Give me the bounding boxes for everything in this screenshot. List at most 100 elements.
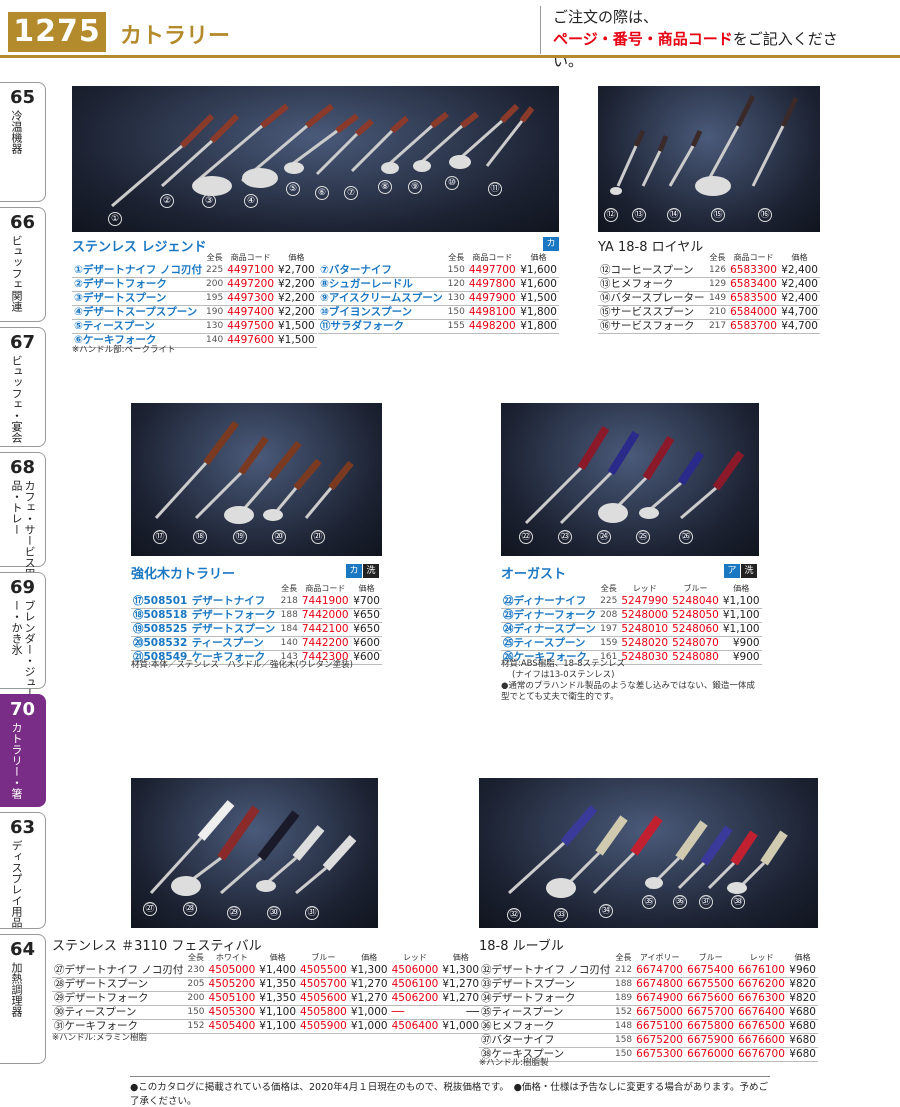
photo-item-number: ⑪ bbox=[488, 182, 502, 196]
item-price: ¥2,200 bbox=[278, 306, 315, 318]
kyoka-note: 材質:本体／ステンレス ハンドル／強化木(ウレタン塗装) bbox=[131, 660, 353, 670]
ruble-table: 全長 アイボリー ブルー レッド 価格 ㉜デザートナイフ ノコ刃付 212 6674700 6… bbox=[479, 953, 818, 1062]
item-price-blue: ¥1,300 bbox=[350, 964, 388, 976]
photo-item-number: ⑩ bbox=[445, 176, 459, 190]
item-model-number: ⑱508518 bbox=[133, 609, 188, 621]
item-price-white: ¥1,350 bbox=[259, 978, 297, 990]
item-code: 6583500 bbox=[730, 292, 777, 304]
item-name: ㉗デザートナイフ ノコ刃付 bbox=[54, 964, 184, 976]
table-row: ⑦バターナイフ 150 4497700 ¥1,600 bbox=[318, 264, 559, 278]
item-price: ¥650 bbox=[353, 623, 380, 635]
item-code: 7442200 bbox=[301, 637, 349, 649]
index-tab-label: 冷温機器 bbox=[10, 110, 23, 154]
item-price: ¥2,200 bbox=[278, 292, 315, 304]
item-code: 7441900 bbox=[301, 595, 349, 607]
item-code-blue: 6675500 bbox=[687, 978, 734, 990]
item-name: ⑧シュガーレードル bbox=[320, 278, 413, 290]
index-tab-label: ビュッフェ・宴会 bbox=[10, 355, 23, 443]
index-tab-label: ディスプレイ用品 bbox=[10, 840, 23, 928]
item-price-blue: ¥1,000 bbox=[350, 1006, 388, 1018]
august-note-3: ●通常のプラハンドル製品のような差し込みではない、鍛造一体成型でとても丈夫で衛生… bbox=[501, 681, 755, 702]
table-row: ㉘デザートスプーン 205 4505200 ¥1,350 4505700 ¥1,270 45… bbox=[52, 978, 482, 992]
item-code: 7442100 bbox=[301, 623, 349, 635]
table-row: ⑨アイスクリームスプーン 130 4497900 ¥1,500 bbox=[318, 292, 559, 306]
item-model-number: ⑰508501 bbox=[133, 595, 188, 607]
legend-note: ※ハンドル部:ベークライト bbox=[72, 345, 176, 355]
item-code: 4497900 bbox=[468, 292, 516, 304]
kyoka-badge-ka: カ bbox=[346, 564, 362, 578]
item-name: ㉔ディナースプーン bbox=[503, 623, 596, 635]
photo-item-number: ⑨ bbox=[408, 180, 422, 194]
index-tab-66: 66 ビュッフェ関連 bbox=[0, 207, 46, 322]
photo-item-number: ㊱ bbox=[673, 895, 687, 909]
item-name: ㉙デザートフォーク bbox=[54, 992, 149, 1004]
kyoka-badge-wash: 洗 bbox=[363, 564, 379, 578]
august-photo: ㉒ ㉓ ㉔ ㉕ ㉖ bbox=[501, 403, 759, 556]
table-row: ㉚ティースプーン 150 4505300 ¥1,100 4505800 ¥1,000 ── ─… bbox=[52, 1006, 482, 1020]
table-row: ㊱ヒメフォーク 148 6675100 6675800 6676500 ¥680 bbox=[479, 1020, 818, 1034]
august-note-2: (ナイフは13-0ステンレス) bbox=[512, 670, 615, 680]
item-code-red: 6676700 bbox=[738, 1048, 785, 1060]
photo-item-number: ⑭ bbox=[667, 208, 681, 222]
item-code-red: 5248030 bbox=[621, 651, 669, 663]
item-code-ivory: 6675300 bbox=[636, 1048, 683, 1060]
index-tab-number: 70 bbox=[10, 699, 36, 720]
kyoka-title: 強化木カトラリー bbox=[131, 567, 236, 582]
table-row: ①デザートナイフ ノコ刃付 225 4497100 ¥2,700 bbox=[72, 264, 317, 278]
table-row: ⑩ブイヨンスプーン 150 4498100 ¥1,800 bbox=[318, 306, 559, 320]
item-code-ivory: 6674900 bbox=[636, 992, 683, 1004]
item-code: 4497100 bbox=[227, 264, 274, 276]
table-row: ⑲508525 デザートスプーン 184 7442100 ¥650 bbox=[131, 623, 382, 637]
item-price: ¥1,100 bbox=[722, 595, 760, 607]
item-price: ¥1,500 bbox=[278, 334, 315, 346]
item-price: ¥4,700 bbox=[781, 306, 818, 318]
table-row: ⑤ティースプーン 130 4497500 ¥1,500 bbox=[72, 320, 317, 334]
table-row: ㉟ティースプーン 152 6675000 6675700 6676400 ¥680 bbox=[479, 1006, 818, 1020]
index-tab-number: 64 bbox=[10, 939, 36, 960]
august-title: オーガスト bbox=[501, 567, 567, 582]
item-price: ¥1,600 bbox=[520, 278, 557, 290]
item-length: 188 bbox=[280, 610, 298, 620]
legend-photo: ① ② ③ ④ ⑤ ⑥ ⑦ ⑧ ⑨ ⑩ ⑪ bbox=[72, 86, 559, 232]
item-price-blue: ¥1,270 bbox=[350, 978, 388, 990]
item-code-red: 5247990 bbox=[621, 595, 669, 607]
photo-item-number: ⑬ bbox=[632, 208, 646, 222]
photo-item-number: ⑦ bbox=[344, 186, 358, 200]
photo-item-number: ⑧ bbox=[378, 180, 392, 194]
item-code-ivory: 6674700 bbox=[636, 964, 683, 976]
table-row: ④デザートスープスプーン 190 4497400 ¥2,200 bbox=[72, 306, 317, 320]
page-footer: ●このカタログに掲載されている価格は、2020年4月１日現在のもので、税抜価格で… bbox=[130, 1076, 770, 1107]
item-length: 130 bbox=[447, 293, 465, 303]
item-code-blue: 5248040 bbox=[672, 595, 719, 607]
item-code-red: ── bbox=[391, 1006, 405, 1018]
photo-item-number: ③ bbox=[202, 194, 216, 208]
item-code-blue: 6675800 bbox=[687, 1020, 734, 1032]
festival-table: 全長 ホワイト 価格 ブルー 価格 レッド 価格 ㉗デザートナイフ ノコ刃付 230 45050… bbox=[52, 953, 482, 1034]
item-name: ⑤ティースプーン bbox=[74, 320, 155, 332]
item-code-red: 5248020 bbox=[621, 637, 669, 649]
photo-item-number: ㉟ bbox=[642, 895, 656, 909]
festival-cutlery-illustration bbox=[149, 800, 357, 896]
item-name: ⑮サービススプーン bbox=[600, 306, 694, 318]
photo-item-number: ㉔ bbox=[597, 530, 611, 544]
item-name: ㉟ティースプーン bbox=[481, 1006, 564, 1018]
photo-item-number: ⑰ bbox=[153, 530, 167, 544]
table-row: ㉗デザートナイフ ノコ刃付 230 4505000 ¥1,400 4505500 ¥1,3… bbox=[52, 964, 482, 978]
item-price-white: ¥1,350 bbox=[259, 992, 297, 1004]
item-length: 152 bbox=[187, 1021, 205, 1031]
item-model-number: ⑲508525 bbox=[133, 623, 188, 635]
item-length: 200 bbox=[206, 279, 224, 289]
item-code-red: 6676500 bbox=[738, 1020, 785, 1032]
item-length: 208 bbox=[600, 610, 618, 620]
item-price: ¥1,600 bbox=[520, 264, 557, 276]
item-name: ⑥ケーキフォーク bbox=[74, 334, 157, 346]
photo-item-number: ㉙ bbox=[227, 906, 241, 920]
photo-item-number: ㉑ bbox=[311, 530, 325, 544]
item-length: 197 bbox=[600, 624, 618, 634]
ruble-title: 18-8 ルーブル bbox=[479, 939, 564, 954]
item-name: ㉖ケーキフォーク bbox=[503, 651, 587, 663]
item-price-blue: ¥1,270 bbox=[350, 992, 388, 1004]
item-length: 225 bbox=[206, 265, 224, 275]
item-length: 129 bbox=[708, 279, 727, 289]
item-length: 140 bbox=[280, 638, 298, 648]
